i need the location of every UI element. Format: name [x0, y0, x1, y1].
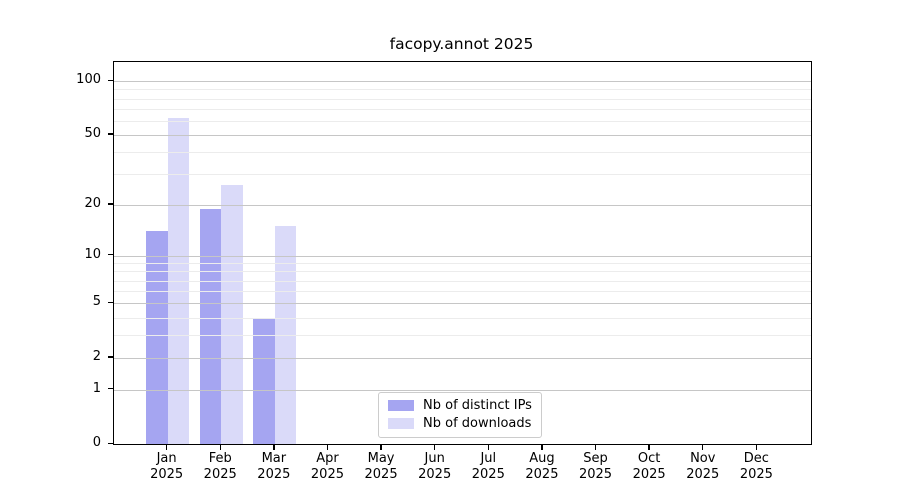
gridline-major [114, 81, 811, 83]
y-tick [108, 133, 113, 135]
gridline-major [114, 389, 811, 391]
x-tick-label: Sep 2025 [578, 451, 613, 482]
legend-label-downloads: Nb of downloads [423, 416, 532, 431]
x-tick [594, 444, 597, 450]
x-tick-label: May 2025 [364, 451, 398, 482]
y-tick [108, 254, 113, 256]
x-tick [755, 444, 758, 450]
y-tick-label: 50 [84, 125, 101, 141]
bar-distinct-ips [146, 231, 168, 444]
y-tick-label: 0 [92, 435, 101, 450]
y-tick [108, 388, 113, 390]
x-tick [273, 444, 275, 450]
gridline-minor [114, 335, 811, 336]
y-tick-label: 2 [92, 348, 101, 364]
x-tick-label: Jan 2025 [150, 451, 184, 482]
x-tick [487, 444, 489, 450]
legend-swatch-distinct-ips [388, 400, 414, 411]
gridline-major [114, 204, 811, 206]
legend: Nb of distinct IPs Nb of downloads [378, 392, 542, 438]
y-tick-label: 20 [84, 195, 101, 211]
legend-label-distinct-ips: Nb of distinct IPs [423, 398, 532, 413]
gridline-minor [114, 174, 811, 176]
gridline-minor [114, 291, 811, 292]
y-tick [108, 356, 113, 358]
x-tick-label: Jun 2025 [418, 451, 452, 482]
bar-distinct-ips [199, 208, 222, 444]
gridline-minor [114, 108, 811, 110]
plot-area [113, 61, 812, 445]
legend-item-downloads: Nb of downloads [388, 416, 532, 431]
legend-swatch-downloads [388, 418, 414, 429]
y-tick [108, 203, 113, 205]
gridline-minor [114, 271, 811, 273]
gridline-minor [114, 317, 811, 319]
gridline-major [114, 303, 811, 305]
x-tick [702, 444, 704, 450]
x-tick [380, 444, 382, 450]
y-tick-label: 5 [92, 294, 101, 310]
y-tick-label: 10 [84, 246, 101, 262]
x-tick-label: Apr 2025 [310, 451, 344, 482]
chart-title: facopy.annot 2025 [389, 35, 534, 53]
gridline-major [114, 134, 811, 136]
x-tick [541, 444, 543, 450]
y-tick [108, 442, 113, 444]
y-tick-label: 100 [76, 72, 101, 88]
x-tick-label: Oct 2025 [632, 451, 666, 482]
y-tick [108, 79, 113, 82]
x-tick-label: Mar 2025 [257, 451, 291, 482]
grid-layer [114, 62, 811, 444]
bar-downloads [221, 184, 243, 444]
gridline-minor [114, 89, 811, 91]
gridline-minor [114, 280, 811, 282]
x-tick-label: Dec 2025 [739, 451, 773, 482]
y-tick [108, 301, 113, 304]
x-tick [219, 444, 221, 450]
x-tick-label: Nov 2025 [686, 451, 720, 482]
gridline-major [114, 255, 811, 257]
gridline-minor [114, 98, 811, 100]
x-tick [165, 444, 168, 450]
x-tick [326, 444, 329, 450]
x-tick [648, 444, 650, 450]
x-tick [433, 444, 436, 450]
x-tick-label: Feb 2025 [203, 451, 237, 482]
legend-item-distinct-ips: Nb of distinct IPs [388, 398, 532, 413]
x-tick-label: Jul 2025 [471, 451, 505, 482]
gridline-minor [114, 263, 811, 264]
bar-distinct-ips [253, 317, 275, 444]
x-tick-label: Aug 2025 [525, 451, 559, 482]
y-tick-label: 1 [92, 380, 101, 396]
gridline-major [114, 357, 811, 359]
gridline-minor [114, 152, 811, 154]
gridline-minor [114, 120, 811, 122]
